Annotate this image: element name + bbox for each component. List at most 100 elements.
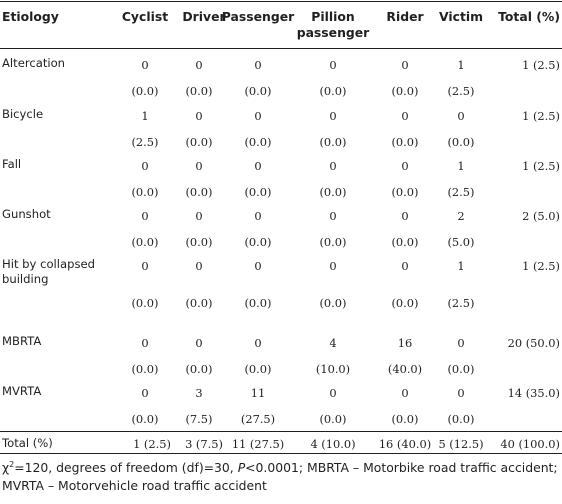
row-label: Altercation [2, 56, 66, 70]
count-cell: 0 [195, 58, 203, 72]
footnote-p: P [237, 460, 246, 476]
count-cell: 1 [457, 259, 465, 273]
table-bottom-rule [0, 453, 562, 454]
count-cell: 0 [457, 109, 465, 123]
percent-cell: (0.0) [319, 235, 347, 249]
percent-cell: (7.5) [185, 412, 213, 426]
grand-total: 40 (100.0) [500, 437, 560, 451]
percent-cell: (0.0) [319, 185, 347, 199]
count-cell: 0 [401, 159, 409, 173]
percent-cell: (0.0) [391, 235, 419, 249]
percent-cell: (0.0) [131, 412, 159, 426]
totals-cell: 4 (10.0) [310, 437, 356, 451]
percent-cell: (0.0) [447, 135, 475, 149]
row-total: 2 (5.0) [522, 209, 560, 223]
count-cell: 0 [195, 159, 203, 173]
percent-cell: (0.0) [185, 135, 213, 149]
header-passenger: Passenger [221, 9, 295, 24]
count-cell: 0 [401, 58, 409, 72]
count-cell: 0 [254, 58, 262, 72]
totals-cell: 3 (7.5) [185, 437, 223, 451]
header-cyclist: Cyclist [121, 9, 169, 24]
totals-cell: 5 (12.5) [438, 437, 484, 451]
percent-cell: (0.0) [185, 185, 213, 199]
count-cell: 0 [195, 259, 203, 273]
count-cell: 0 [254, 259, 262, 273]
count-cell: 11 [250, 386, 266, 400]
count-cell: 0 [141, 336, 149, 350]
count-cell: 0 [401, 109, 409, 123]
count-cell: 3 [195, 386, 203, 400]
percent-cell: (0.0) [319, 84, 347, 98]
percent-cell: (0.0) [185, 235, 213, 249]
count-cell: 0 [401, 259, 409, 273]
percent-cell: (2.5) [447, 185, 475, 199]
count-cell: 0 [329, 159, 337, 173]
row-label: Gunshot [2, 207, 51, 221]
percent-cell: (0.0) [244, 135, 272, 149]
count-cell: 0 [141, 386, 149, 400]
percent-cell: (0.0) [391, 296, 419, 310]
footnote-part1: =120, degrees of freedom (df)=30, [14, 460, 238, 476]
percent-cell: (0.0) [319, 412, 347, 426]
percent-cell: (0.0) [244, 296, 272, 310]
table-top-rule [0, 1, 562, 2]
totals-label: Total (%) [2, 436, 53, 450]
row-label: Fall [2, 157, 22, 171]
percent-cell: (2.5) [131, 135, 159, 149]
percent-cell: (2.5) [447, 296, 475, 310]
table-footnote: χ2=120, degrees of freedom (df)=30, P<0.… [2, 456, 560, 495]
count-cell: 0 [457, 386, 465, 400]
percent-cell: (0.0) [447, 362, 475, 376]
row-label: Hit by collapsed building [2, 257, 95, 286]
row-label: MVRTA [2, 384, 42, 398]
header-total: Total (%) [498, 9, 560, 24]
row-total: 1 (2.5) [522, 159, 560, 173]
row-total: 1 (2.5) [522, 259, 560, 273]
percent-cell: (40.0) [387, 362, 423, 376]
totals-cell: 16 (40.0) [378, 437, 432, 451]
count-cell: 0 [254, 209, 262, 223]
percent-cell: (27.5) [240, 412, 276, 426]
count-cell: 0 [254, 109, 262, 123]
percent-cell: (0.0) [244, 84, 272, 98]
count-cell: 0 [141, 209, 149, 223]
chi-superscript: 2 [9, 460, 15, 469]
row-label: MBRTA [2, 334, 42, 348]
count-cell: 1 [141, 109, 149, 123]
count-cell: 0 [401, 209, 409, 223]
count-cell: 0 [329, 109, 337, 123]
footnote-part2: <0.0001; MBRTA – Motorbike road traffic … [2, 460, 558, 494]
header-victim: Victim [438, 9, 484, 24]
header-driver: Driver [182, 9, 226, 24]
count-cell: 0 [195, 109, 203, 123]
count-cell: 1 [457, 159, 465, 173]
percent-cell: (0.0) [185, 362, 213, 376]
percent-cell: (10.0) [315, 362, 351, 376]
count-cell: 0 [329, 58, 337, 72]
count-cell: 2 [457, 209, 465, 223]
row-total: 14 (35.0) [507, 386, 560, 400]
percent-cell: (0.0) [391, 135, 419, 149]
percent-cell: (5.0) [447, 235, 475, 249]
percent-cell: (0.0) [185, 296, 213, 310]
percent-cell: (0.0) [391, 412, 419, 426]
row-total: 1 (2.5) [522, 58, 560, 72]
percent-cell: (0.0) [319, 296, 347, 310]
percent-cell: (2.5) [447, 84, 475, 98]
chi-symbol: χ [2, 460, 10, 476]
count-cell: 0 [329, 209, 337, 223]
totals-rule [0, 431, 562, 432]
count-cell: 0 [457, 336, 465, 350]
count-cell: 0 [254, 159, 262, 173]
count-cell: 0 [401, 386, 409, 400]
count-cell: 0 [329, 259, 337, 273]
percent-cell: (0.0) [131, 235, 159, 249]
row-label: Bicycle [2, 107, 44, 121]
count-cell: 4 [329, 336, 337, 350]
count-cell: 0 [141, 58, 149, 72]
header-rule [0, 48, 562, 49]
count-cell: 0 [329, 386, 337, 400]
header-etiology: Etiology [2, 9, 59, 24]
header-rider: Rider [386, 9, 424, 24]
